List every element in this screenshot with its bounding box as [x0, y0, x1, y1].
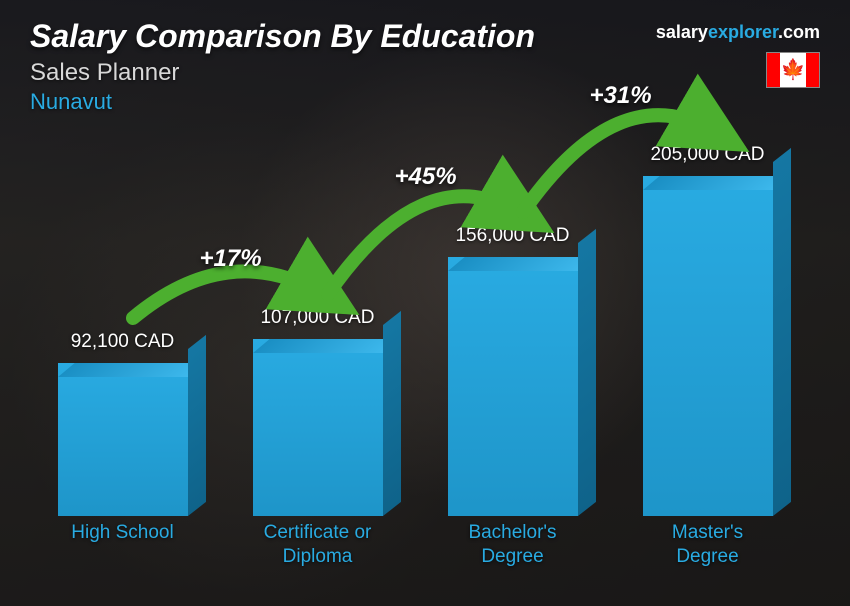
bar-front-face — [643, 176, 773, 516]
chart-region: Nunavut — [30, 89, 820, 115]
bar-group: 92,100 CAD — [40, 331, 205, 516]
bar-value-label: 92,100 CAD — [71, 331, 175, 353]
labels-container: High School Certificate orDiploma Bachelor… — [40, 521, 790, 576]
flag-stripe-right — [806, 53, 819, 87]
bar-top-face — [253, 339, 400, 353]
bar-value-label: 156,000 CAD — [455, 225, 569, 247]
bar-chart: 92,100 CAD 107,000 CAD 156,000 CAD 205,000 … — [40, 130, 790, 576]
bar-value-label: 205,000 CAD — [650, 144, 764, 166]
flag-stripe-left — [767, 53, 780, 87]
bars-container: 92,100 CAD 107,000 CAD 156,000 CAD 205,000 … — [40, 130, 790, 516]
bar-front-face — [448, 257, 578, 516]
bar-front-face — [58, 363, 188, 516]
bar-side-face — [773, 148, 791, 516]
category-label: Certificate orDiploma — [235, 521, 400, 576]
bar-group: 156,000 CAD — [430, 225, 595, 516]
category-label: Bachelor'sDegree — [430, 521, 595, 576]
bar-side-face — [188, 335, 206, 516]
brand-logo: salaryexplorer.com — [656, 22, 820, 43]
bar-top-face — [58, 363, 205, 377]
maple-leaf-icon: 🍁 — [780, 53, 806, 87]
bar-value-label: 107,000 CAD — [260, 307, 374, 329]
bar-top-face — [448, 257, 595, 271]
bar-group: 205,000 CAD — [625, 144, 790, 516]
bar-3d — [448, 257, 578, 516]
bar-top-face — [643, 176, 790, 190]
chart-subtitle: Sales Planner — [30, 59, 820, 87]
canada-flag-icon: 🍁 — [766, 52, 820, 88]
bar-3d — [58, 363, 188, 516]
bar-side-face — [383, 311, 401, 516]
bar-front-face — [253, 339, 383, 516]
bar-3d — [643, 176, 773, 516]
bar-3d — [253, 339, 383, 516]
bar-side-face — [578, 229, 596, 516]
brand-suffix: .com — [778, 22, 820, 42]
brand-part1: salary — [656, 22, 708, 42]
brand-part2: explorer — [708, 22, 778, 42]
bar-group: 107,000 CAD — [235, 307, 400, 516]
category-label: High School — [40, 521, 205, 576]
category-label: Master'sDegree — [625, 521, 790, 576]
